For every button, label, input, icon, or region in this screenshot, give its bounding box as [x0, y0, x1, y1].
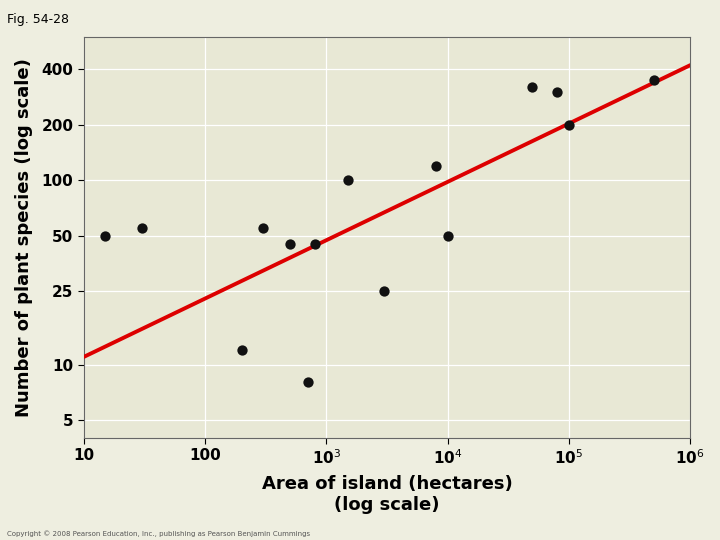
Point [552, 88, 563, 97]
Y-axis label: Number of plant species (log scale): Number of plant species (log scale) [15, 58, 33, 417]
Point [526, 83, 538, 91]
Point [379, 287, 390, 295]
Point [309, 240, 320, 248]
Point [563, 120, 575, 129]
Text: Fig. 54-28: Fig. 54-28 [7, 14, 69, 26]
Text: Copyright © 2008 Pearson Education, Inc., publishing as Pearson Benjamin Cumming: Copyright © 2008 Pearson Education, Inc.… [7, 531, 310, 537]
Point [302, 378, 313, 387]
Point [236, 346, 248, 354]
Point [342, 176, 354, 185]
Point [136, 224, 148, 232]
Point [99, 231, 111, 240]
Point [284, 240, 296, 248]
Point [648, 76, 660, 84]
X-axis label: Area of island (hectares)
(log scale): Area of island (hectares) (log scale) [261, 475, 513, 514]
Point [257, 224, 269, 232]
Point [442, 231, 454, 240]
Point [430, 161, 441, 170]
